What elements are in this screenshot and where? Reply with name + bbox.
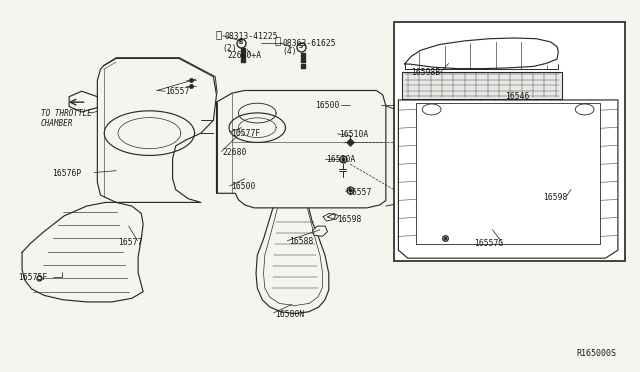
Text: 16577: 16577: [118, 238, 143, 247]
Polygon shape: [328, 214, 339, 219]
Polygon shape: [97, 58, 216, 202]
Text: R165000S: R165000S: [576, 349, 616, 358]
Text: S: S: [298, 44, 303, 49]
Text: 16510A: 16510A: [339, 131, 368, 140]
Text: 16546: 16546: [505, 92, 529, 101]
Text: 16575F: 16575F: [18, 273, 47, 282]
Polygon shape: [216, 90, 386, 208]
Text: 16588: 16588: [289, 237, 313, 246]
Text: 22680+A: 22680+A: [228, 51, 262, 60]
Text: 16577F: 16577F: [231, 129, 260, 138]
Polygon shape: [398, 100, 618, 258]
Text: 16576P: 16576P: [52, 169, 81, 178]
Text: Ⓢ: Ⓢ: [274, 35, 280, 45]
Text: 16598: 16598: [543, 193, 567, 202]
Bar: [401, 71, 562, 99]
Text: 08363-61625: 08363-61625: [282, 39, 336, 48]
Text: 16557: 16557: [165, 87, 189, 96]
Bar: [394, 22, 625, 261]
Text: Ⓑ: Ⓑ: [215, 29, 221, 39]
Text: 16510A: 16510A: [326, 155, 356, 164]
Polygon shape: [22, 202, 143, 302]
Text: (4): (4): [282, 46, 297, 55]
Polygon shape: [69, 91, 97, 112]
Text: 16500: 16500: [231, 182, 255, 191]
Polygon shape: [312, 226, 328, 236]
Text: 22680: 22680: [223, 148, 247, 157]
Text: TO THROTTLE
CHAMBER: TO THROTTLE CHAMBER: [41, 109, 92, 128]
Text: B: B: [239, 39, 243, 45]
Text: 08313-41225: 08313-41225: [225, 32, 278, 41]
Text: 16557: 16557: [347, 188, 371, 197]
Text: 16557G: 16557G: [474, 239, 503, 248]
Polygon shape: [323, 214, 336, 221]
Text: 16500: 16500: [315, 101, 339, 110]
Text: (2): (2): [223, 44, 237, 53]
Text: 16598: 16598: [337, 215, 362, 224]
Text: 16580N: 16580N: [275, 310, 304, 319]
Text: 16598B: 16598B: [411, 68, 440, 77]
